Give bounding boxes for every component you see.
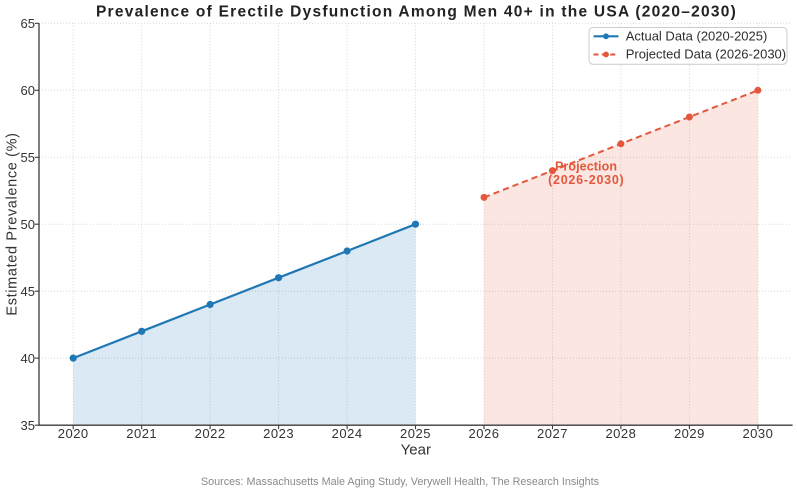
svg-text:Projection: Projection — [555, 160, 617, 174]
svg-text:40: 40 — [21, 351, 35, 366]
svg-text:2028: 2028 — [605, 426, 636, 441]
svg-text:2020: 2020 — [58, 426, 89, 441]
svg-text:35: 35 — [21, 418, 35, 433]
svg-text:(2026-2030): (2026-2030) — [548, 173, 624, 187]
svg-text:Actual Data (2020-2025): Actual Data (2020-2025) — [626, 29, 768, 44]
svg-text:2026: 2026 — [469, 426, 500, 441]
svg-text:2021: 2021 — [126, 426, 157, 441]
svg-text:65: 65 — [21, 16, 35, 31]
svg-text:Prevalence of Erectile Dysfunc: Prevalence of Erectile Dysfunction Among… — [96, 4, 737, 21]
svg-text:55: 55 — [21, 150, 35, 165]
svg-text:60: 60 — [21, 83, 35, 98]
svg-text:Projected Data (2026-2030): Projected Data (2026-2030) — [626, 47, 786, 62]
svg-text:Year: Year — [401, 441, 431, 458]
svg-text:50: 50 — [21, 217, 35, 232]
svg-text:2029: 2029 — [674, 426, 705, 441]
svg-text:2025: 2025 — [400, 426, 431, 441]
svg-text:2030: 2030 — [742, 426, 773, 441]
svg-text:Sources: Massachusetts Male Ag: Sources: Massachusetts Male Aging Study,… — [201, 476, 600, 488]
svg-text:2024: 2024 — [332, 426, 363, 441]
svg-text:2022: 2022 — [195, 426, 226, 441]
svg-text:2023: 2023 — [263, 426, 294, 441]
svg-text:45: 45 — [21, 284, 35, 299]
svg-text:2027: 2027 — [537, 426, 568, 441]
svg-text:Estimated Prevalence (%): Estimated Prevalence (%) — [5, 132, 21, 315]
